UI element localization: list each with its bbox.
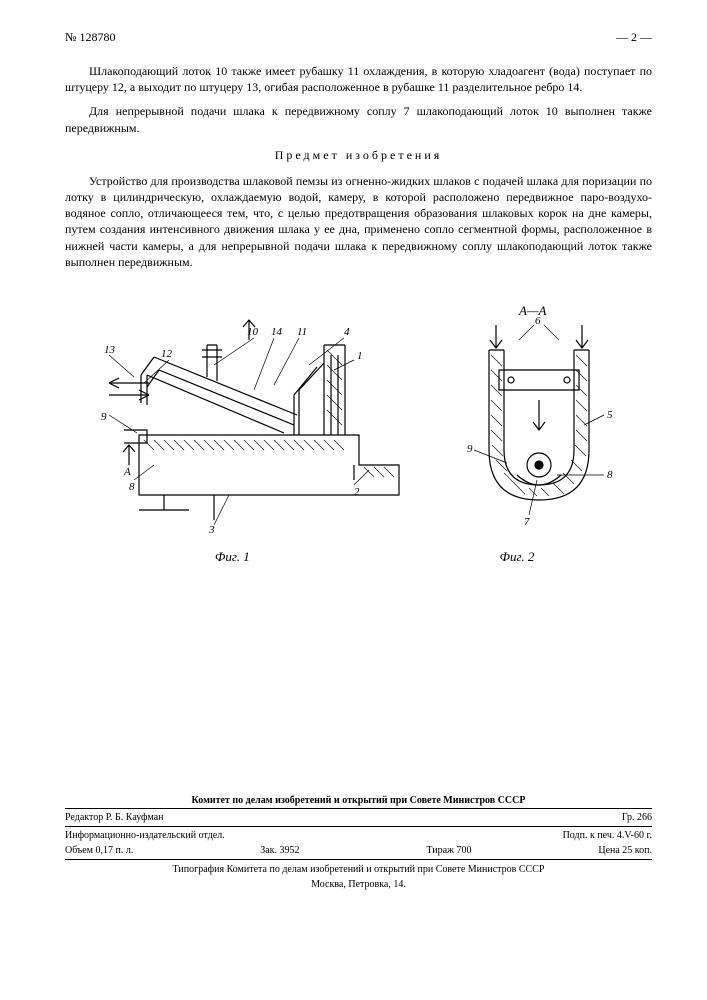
svg-text:8: 8 (607, 469, 613, 481)
fig2-caption: Фиг. 2 (400, 549, 635, 565)
page-number: — 2 — (616, 30, 652, 45)
footer-typography: Типография Комитета по делам изобретений… (65, 864, 652, 875)
paragraph-2: Для непрерывной подачи шлака к передвижн… (65, 103, 652, 135)
paragraph-1: Шлакоподающий лоток 10 также имеет рубаш… (65, 63, 652, 95)
footer-print: Подп. к печ. 4.V-60 г. (563, 830, 652, 841)
svg-text:А: А (123, 466, 131, 478)
svg-text:9: 9 (467, 443, 473, 455)
svg-text:8: 8 (129, 481, 135, 493)
footer-tirage: Тираж 700 (426, 845, 471, 856)
svg-text:7: 7 (524, 516, 530, 528)
section-label: A—A (518, 303, 547, 318)
svg-text:10: 10 (247, 326, 259, 338)
svg-text:14: 14 (271, 326, 283, 338)
svg-text:4: 4 (344, 326, 350, 338)
footer-price: Цена 25 коп. (598, 845, 652, 856)
claim-title: Предмет изобретения (65, 148, 652, 163)
footer-volume: Объем 0,17 п. л. (65, 845, 133, 856)
svg-text:5: 5 (607, 409, 613, 421)
svg-text:9: 9 (101, 411, 107, 423)
footer-editor: Редактор Р. Б. Кауфман (65, 812, 164, 823)
figure-2: 6 5 8 9 7 (467, 315, 613, 528)
footer-group: Гр. 266 (622, 812, 652, 823)
footer-address: Москва, Петровка, 14. (65, 879, 652, 890)
svg-text:6: 6 (535, 315, 541, 327)
footer-committee: Комитет по делам изобретений и открытий … (65, 795, 652, 806)
svg-text:3: 3 (208, 524, 215, 536)
footer-dept: Информационно-издательский отдел. (65, 830, 225, 841)
svg-text:13: 13 (104, 344, 116, 356)
fig1-caption: Фиг. 1 (65, 549, 400, 565)
paragraph-3: Устройство для производства шлаковой пем… (65, 173, 652, 270)
footer: Комитет по делам изобретений и открытий … (65, 795, 652, 890)
figures-svg: 13 12 10 14 11 4 1 9 8 А 3 2 (79, 295, 639, 545)
svg-text:1: 1 (357, 350, 363, 362)
figures-container: 13 12 10 14 11 4 1 9 8 А 3 2 (65, 295, 652, 565)
footer-order: Зак. 3952 (260, 845, 299, 856)
figure-1: 13 12 10 14 11 4 1 9 8 А 3 2 (101, 320, 399, 536)
svg-text:11: 11 (297, 326, 307, 338)
svg-text:2: 2 (354, 486, 360, 498)
doc-number: № 128780 (65, 30, 115, 45)
svg-text:12: 12 (161, 348, 173, 360)
